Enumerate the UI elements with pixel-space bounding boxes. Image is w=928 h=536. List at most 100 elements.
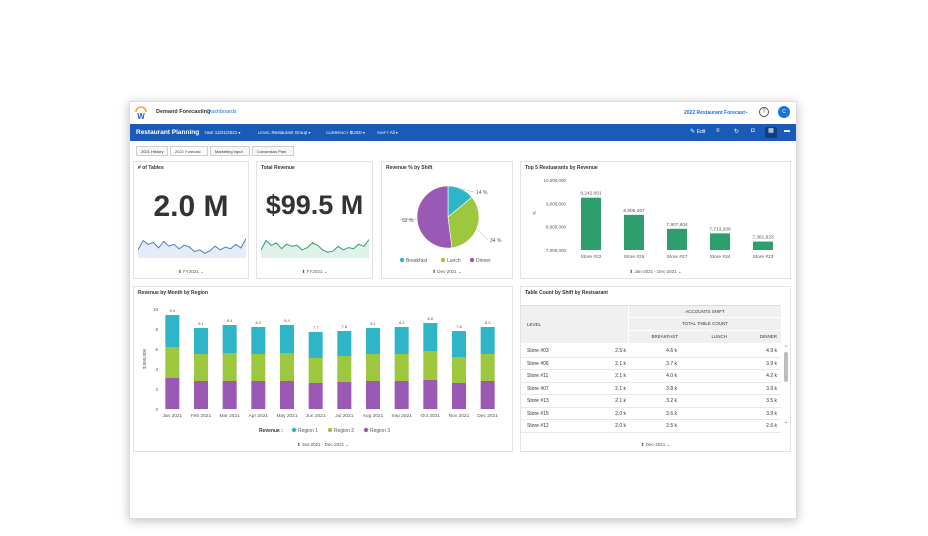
period-footer[interactable]: ⬍ FY2021 ⌄ [178,269,204,274]
total-label: 8.2 [256,320,262,325]
table-row[interactable]: Store #06 2.1 k 3.7 k 3.9 k [521,358,781,370]
bar-segment-region-2 [366,354,380,381]
filter-time[interactable]: TIME 12/21/2021 ▾ [204,130,241,135]
pie-slice-label: 34 % [490,238,502,244]
legend-label: Region 1 [298,428,318,434]
column-headers: BREAKFAST LUNCH DINNER [629,331,781,343]
total-label: 7.8 [456,324,462,329]
row-cell-lunch: 2.5 k [666,423,677,429]
bar-store22 [581,197,601,250]
grid-view-icon[interactable]: ▦ [765,127,777,138]
x-tick-label: Store #34 [710,254,731,260]
sparkline-line [138,238,246,254]
camera-icon[interactable]: ◘ [751,128,755,134]
card-title: Top 5 Restuarants by Revenue [525,165,598,171]
total-label: 8.4 [227,318,233,323]
period-footer[interactable]: ⬍ FY2021 ⌄ [301,269,328,274]
data-label: 7,713,206 [709,226,731,232]
subgroup-header: TOTAL TABLE COUNT [629,318,781,330]
legend-swatch-breakfast [399,257,405,263]
kpi-value: $99.5 M [265,190,364,220]
y-tick-label: 10 [153,307,159,312]
y-tick-label: 4 [155,367,158,372]
sparkline-area [261,239,369,258]
page-title: Restaurant Planning [136,129,200,136]
top5-bar-chart: 10,000,000 9,000,000 8,000,000 7,000,000 #9,… [533,178,774,260]
row-cell-dinner: 3.9 k [766,360,777,367]
row-cell-breakfast: 2.1 k [615,360,626,367]
app-window: W Demand Forecasting Dashboards 2022 Res… [129,101,797,519]
bar-segment-region-2 [394,354,409,381]
bar-segment-region-2 [337,356,352,382]
bar-segment-region-1 [394,327,409,354]
kpi-value: 2.0 M [153,190,229,223]
chevron-up-icon[interactable]: ⌃ [783,345,789,351]
legend-swatch-region-2 [327,427,333,433]
avatar[interactable]: C [778,106,790,118]
refresh-icon[interactable]: ↻ [734,129,740,135]
row-cell-breakfast: 2.0 k [615,423,626,429]
card-revenue-by-month: Revenue by Month by Region 10 8 6 4 2 0 $,000,… [133,286,513,452]
pie-chart: 14 % 34 % 52 % Breakfast Lunch Dinner [399,185,502,264]
tab-marketing-input[interactable]: Marketing Input [210,146,250,156]
scrollbar[interactable]: ⌃ ⌄ [782,345,790,431]
table-row[interactable]: Store #12 2.0 k 2.5 k 2.6 k [521,420,781,433]
filter-icon[interactable]: ≡ [716,128,720,134]
level-header-cell: LEVEL [521,305,628,343]
row-cell-dinner: 3.5 k [766,398,777,404]
filter-currency[interactable]: CURRENCY $USD ▾ [326,130,365,135]
bar-segment-region-1 [280,325,294,353]
folder-icon[interactable]: ▬ [784,128,790,134]
forecast-selector[interactable]: 2022 Restaurant Forecast [684,110,745,116]
filter-shift[interactable]: SHIFT All ▾ [377,130,398,135]
chevron-down-icon[interactable]: ⌄ [783,419,789,425]
row-cell-dinner: 3.9 k [766,410,777,417]
legend-swatch-region-3 [363,427,369,433]
period-footer[interactable]: ⬍ Jan-2021 - Dec-2021 ⌄ [629,269,682,274]
x-tick-label: Oct 2021 [421,413,441,419]
bar-segment-region-3 [165,378,180,409]
y-tick-label: 8,000,000 [546,225,567,230]
total-label: 8.2 [399,320,405,325]
card-revenue-by-shift: Revenue % by Shift 14 % 34 % 52 % Breakfast… [381,161,513,279]
row-cell-dinner: 3.9 k [766,385,777,392]
card-top5: Top 5 Restuarants by Revenue 10,000,000 9… [520,161,791,279]
bar-store27 [667,228,687,250]
y-tick-label: 6 [155,347,158,352]
table-row[interactable]: Store #15 2.0 k 3.6 k 3.9 k [521,408,781,420]
x-tick-label: Store #27 [667,254,688,260]
y-tick-label: 7,000,000 [546,248,567,253]
bar-segment-region-2 [308,358,323,383]
bar-segment-region-3 [480,381,495,409]
total-label: 7.8 [342,324,348,329]
bar-segment-region-3 [394,381,409,409]
chevron-down-icon[interactable]: ⌄ [744,109,750,115]
bar-segment-region-3 [452,383,466,409]
tab-consensus-plan[interactable]: Consensus Plan [252,146,294,156]
bar-segment-region-1 [222,325,237,353]
filter-level[interactable]: LEVEL Restaurant Group ▾ [258,130,311,135]
total-label: 8.1 [198,321,204,326]
help-icon[interactable]: ? [759,107,769,117]
period-footer[interactable]: ⬍ Dec-2021 ⌄ [432,269,462,274]
table-row[interactable]: Store #11 2.1 k 4.0 k 4.2 k [521,370,781,383]
edit-button[interactable]: ✎ Edit [690,129,706,135]
period-footer[interactable]: ⬍ Dec-2021 ⌄ [640,442,671,447]
table-row[interactable]: Store #03 2.5 k 4.6 k 4.9 k [521,345,781,358]
x-tick-label: May 2021 [276,413,297,419]
table-row[interactable]: Store #07 2.1 k 3.8 k 3.9 k [521,383,781,395]
card-title: Revenue % by Shift [386,165,433,171]
scrollbar-thumb[interactable] [784,352,788,382]
row-store-label: Store #06 [527,360,549,367]
period-footer[interactable]: ⬍ Jan-2021 - Dec-2021 ⌄ [296,442,350,447]
breadcrumb-dashboards[interactable]: Dashboards [207,109,237,115]
y-axis-label: $,000,000 [142,348,147,369]
tab-2022-forecast[interactable]: 2022 Forecast [170,146,208,156]
bar-segment-region-1 [452,331,466,357]
total-label: 8.1 [370,321,376,326]
legend-label: Region 3 [370,428,390,434]
row-cell-dinner: 2.6 k [766,423,777,429]
table-row[interactable]: Store #13 2.1 k 3.2 k 3.5 k [521,395,781,408]
tab-2021-history[interactable]: 2021 History [136,146,168,156]
row-cell-dinner: 4.2 k [766,373,777,379]
